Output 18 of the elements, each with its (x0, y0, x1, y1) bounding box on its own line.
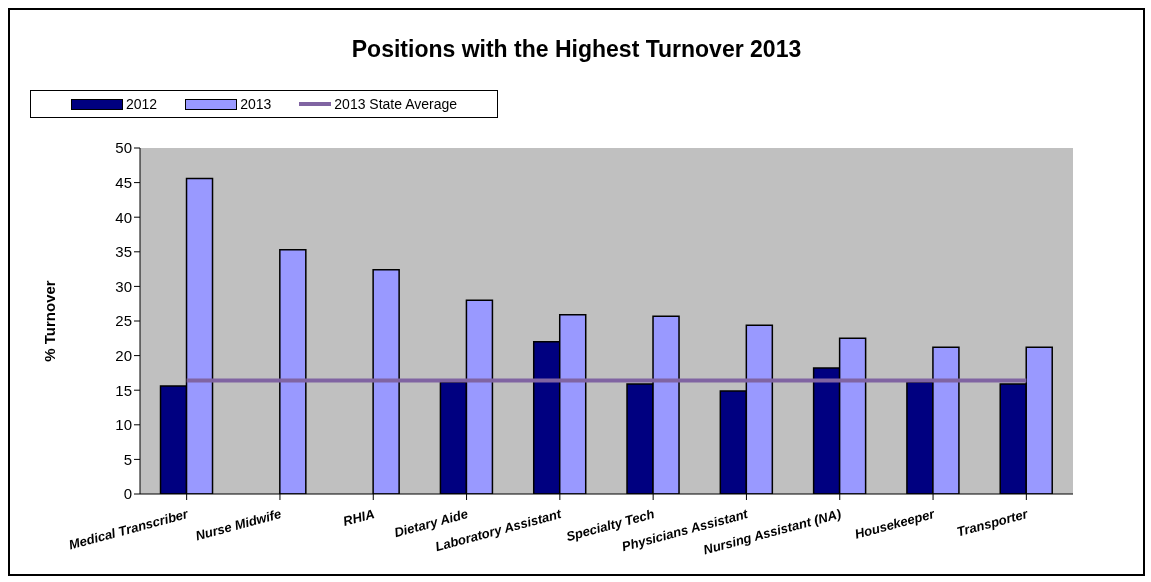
y-tick-label: 35 (115, 243, 132, 261)
y-tick-label: 20 (115, 346, 132, 364)
legend-label: 2012 (126, 96, 158, 112)
y-tick-label: 45 (115, 173, 132, 191)
x-tick-label: RHIA (341, 506, 377, 529)
y-tick-label: 15 (115, 381, 132, 399)
y-tick-label: 0 (123, 485, 132, 503)
y-axis-title: % Turnover (41, 280, 59, 362)
x-tick-label: Nurse Midwife (193, 506, 283, 544)
y-tick-label: 30 (115, 277, 132, 295)
y-tick-label: 10 (115, 416, 132, 434)
legend-label: 2013 State Average (334, 96, 458, 112)
y-tick-label: 25 (115, 312, 132, 330)
y-tick-label: 5 (123, 450, 132, 468)
chart-title: Positions with the Highest Turnover 2013 (350, 36, 803, 63)
legend-label: 2013 (240, 96, 272, 112)
y-tick-label: 40 (115, 208, 132, 226)
y-tick-label: 50 (115, 139, 132, 157)
